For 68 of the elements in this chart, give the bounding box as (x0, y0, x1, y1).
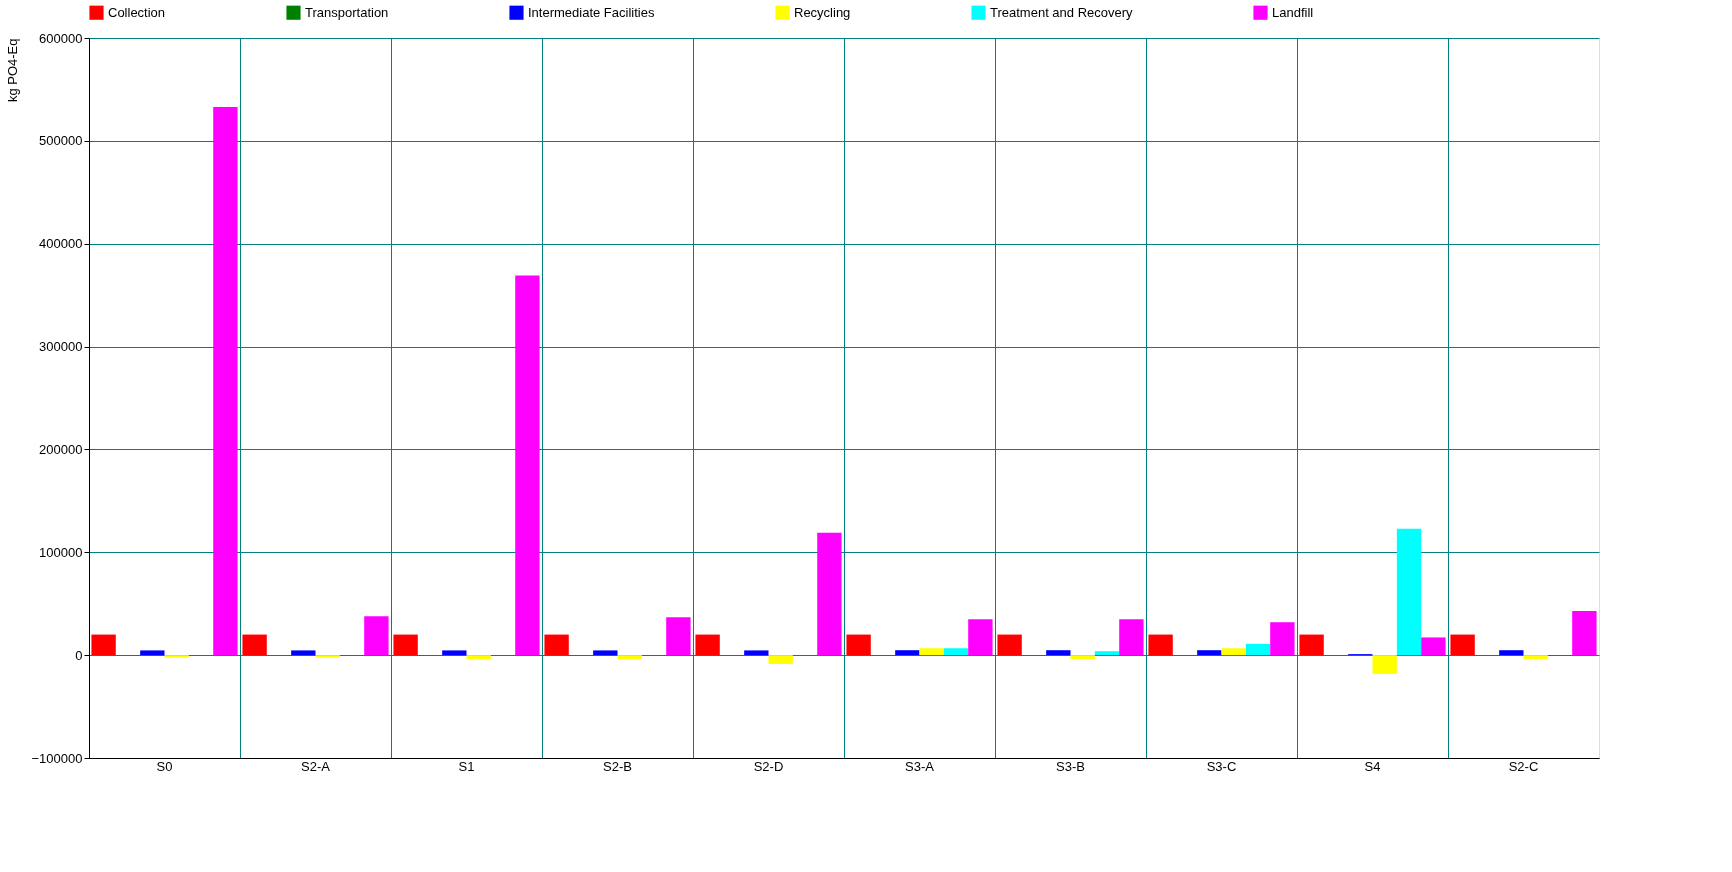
bar (466, 655, 491, 660)
bar (1119, 619, 1144, 656)
legend-label: Landfill (1272, 4, 1314, 20)
bar (544, 634, 569, 656)
legend-label: Recycling (794, 4, 851, 20)
bar (895, 650, 920, 656)
bar (291, 650, 316, 656)
bar (1148, 634, 1173, 656)
x-tick-label: S3-A (905, 758, 935, 774)
bar (1421, 637, 1446, 656)
bar (442, 650, 467, 656)
x-tick-label: S2-B (603, 758, 632, 774)
bar (968, 619, 993, 656)
bar (213, 106, 238, 656)
x-tick-label: S4 (1364, 758, 1381, 774)
bar (140, 650, 165, 656)
bar (744, 650, 769, 656)
y-tick-label: 300000 (39, 339, 83, 355)
y-tick-label: 0 (75, 647, 83, 663)
bar (1450, 634, 1475, 656)
bar (1499, 650, 1524, 656)
y-tick-label: 400000 (39, 236, 83, 252)
bar (997, 634, 1022, 656)
bar (315, 655, 340, 658)
bar (617, 655, 642, 660)
y-tick-label: 200000 (39, 441, 83, 457)
bar (1299, 634, 1324, 656)
y-tick-label: 600000 (39, 30, 83, 46)
legend-label: Transportation (305, 4, 389, 20)
bar (1046, 650, 1071, 656)
bar (666, 617, 691, 656)
bar (919, 648, 944, 656)
legend-label: Treatment and Recovery (990, 4, 1134, 20)
bar (846, 634, 871, 656)
bar (817, 532, 842, 656)
x-tick-label: S0 (156, 758, 173, 774)
bar (1396, 528, 1422, 656)
bar (1523, 655, 1548, 660)
y-tick-label: 500000 (39, 133, 83, 149)
y-tick-label: −100000 (31, 750, 83, 766)
bar (1572, 610, 1597, 656)
bar (593, 650, 618, 656)
bar (242, 634, 267, 656)
legend-label: Collection (108, 4, 166, 20)
bar (164, 655, 189, 658)
bar (515, 275, 540, 656)
bar (393, 634, 418, 656)
bar (1270, 622, 1295, 656)
bar (91, 634, 116, 656)
x-tick-label: S3-C (1206, 758, 1237, 774)
x-tick-label: S2-D (753, 758, 784, 774)
bar (1094, 651, 1120, 656)
y-axis-title: kg PO4-Eq (4, 38, 20, 103)
bar (768, 655, 793, 664)
x-tick-label: S3-B (1056, 758, 1085, 774)
y-tick-label: 100000 (39, 544, 83, 560)
bar (1070, 655, 1095, 660)
bar (943, 648, 969, 656)
bar (1221, 648, 1246, 656)
bar (1372, 655, 1397, 674)
x-tick-label: S2-C (1508, 758, 1539, 774)
bar (695, 634, 720, 656)
bar (364, 616, 389, 656)
bar (1245, 643, 1271, 656)
legend-label: Intermediate Facilities (528, 4, 655, 20)
x-tick-label: S2-A (301, 758, 331, 774)
bar (1197, 650, 1222, 656)
x-tick-label: S1 (458, 758, 475, 774)
